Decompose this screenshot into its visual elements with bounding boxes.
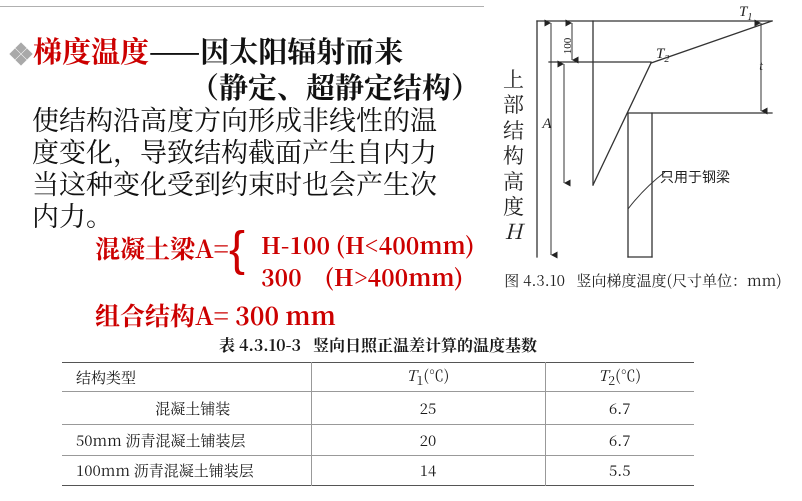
svg-text:t: t [759,58,763,73]
svg-text:A: A [541,116,552,132]
svg-text:T2: T2 [656,46,669,65]
svg-text:只用于钢梁: 只用于钢梁 [660,170,730,186]
svg-text:T1: T1 [739,4,752,23]
svg-text:100: 100 [562,37,574,54]
